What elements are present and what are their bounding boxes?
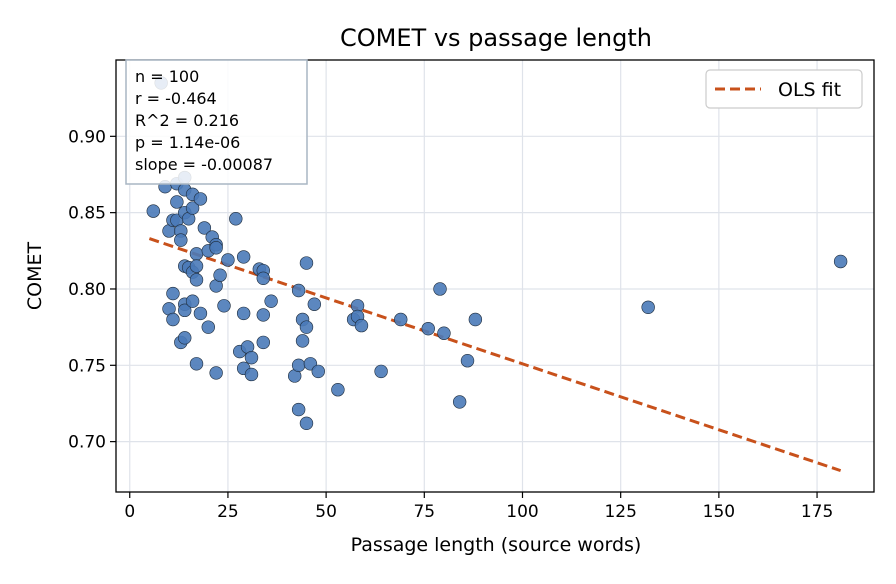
data-point-19: [178, 303, 192, 318]
data-point-79: [437, 326, 451, 340]
data-point-55: [256, 308, 270, 322]
x-tick-label-1: 25: [217, 502, 239, 522]
data-point-57: [264, 294, 278, 308]
data-point-9: [170, 195, 184, 209]
y-tick-label-4: 0.90: [68, 127, 106, 147]
y-axis-label: COMET: [24, 241, 46, 310]
x-tick-label-0: 0: [124, 502, 135, 522]
y-tick-label-1: 0.75: [68, 356, 106, 376]
data-point-69: [311, 364, 325, 379]
data-point-70: [331, 383, 345, 397]
data-point-66: [299, 416, 314, 431]
data-point-46: [236, 250, 251, 264]
x-tick-label-2: 50: [315, 502, 337, 522]
data-point-74: [354, 318, 369, 333]
stat-p: p = 1.14e-06: [135, 133, 240, 152]
data-point-41: [213, 268, 227, 282]
x-tick-label-4: 100: [506, 502, 538, 522]
stat-r: r = -0.464: [135, 89, 217, 108]
chart-title: COMET vs passage length: [340, 24, 652, 52]
data-point-63: [295, 334, 310, 348]
data-point-42: [217, 299, 231, 313]
stat-n: n = 100: [135, 67, 199, 86]
y-axis-ticks: 0.70 0.75 0.80 0.85 0.90: [68, 127, 116, 453]
plot-frame: [115, 59, 875, 493]
data-point-30: [189, 357, 204, 371]
data-point-6: [166, 286, 180, 301]
data-point-59: [291, 283, 306, 298]
y-tick-label-0: 0.70: [68, 433, 106, 453]
data-points: [146, 76, 848, 431]
data-point-33: [197, 221, 212, 235]
data-point-61: [291, 402, 306, 417]
data-point-84: [833, 254, 848, 269]
data-point-35: [201, 320, 215, 334]
legend-fit-label: OLS fit: [778, 79, 841, 101]
data-point-75: [374, 364, 388, 379]
data-point-81: [460, 354, 475, 368]
data-point-68: [307, 297, 322, 311]
y-tick-label-2: 0.80: [68, 280, 106, 300]
data-point-80: [452, 395, 467, 409]
data-point-83: [641, 300, 655, 314]
data-point-12: [174, 233, 188, 247]
x-tick-label-7: 175: [801, 502, 833, 522]
stat-slope: slope = -0.00087: [135, 155, 273, 174]
data-point-60: [291, 358, 306, 373]
data-point-65: [299, 320, 314, 334]
data-point-64: [299, 256, 314, 270]
x-axis-ticks: 0 25 50 75 100 125 150 175: [124, 492, 833, 522]
x-tick-label-6: 150: [703, 502, 735, 522]
data-point-27: [189, 247, 204, 261]
data-point-47: [236, 306, 251, 321]
data-point-43: [221, 253, 235, 267]
data-point-0: [146, 204, 161, 218]
data-point-56: [256, 335, 270, 350]
legend: OLS fit: [705, 69, 863, 109]
data-point-31: [193, 192, 208, 206]
y-tick-label-3: 0.85: [68, 204, 106, 224]
data-point-7: [166, 312, 180, 327]
data-point-54: [256, 271, 270, 285]
data-point-24: [185, 201, 200, 215]
data-point-20: [178, 331, 192, 345]
data-point-50: [244, 350, 259, 365]
x-tick-label-3: 75: [413, 502, 435, 522]
data-point-44: [229, 212, 243, 226]
x-tick-label-5: 125: [604, 502, 636, 522]
data-point-32: [193, 306, 208, 321]
data-point-38: [209, 241, 223, 255]
grid-lines: [116, 60, 874, 492]
data-point-78: [433, 282, 447, 296]
data-point-40: [209, 366, 223, 380]
data-point-26: [185, 294, 200, 308]
data-point-29: [189, 273, 204, 287]
data-point-51: [244, 367, 259, 382]
data-point-82: [468, 312, 483, 327]
data-point-76: [394, 312, 408, 327]
x-axis-label: Passage length (source words): [351, 534, 642, 556]
stats-box: n = 100 r = -0.464 R^2 = 0.216 p = 1.14e…: [125, 59, 308, 185]
data-point-77: [421, 321, 435, 336]
stat-r2: R^2 = 0.216: [135, 111, 239, 130]
data-point-28: [189, 259, 204, 273]
